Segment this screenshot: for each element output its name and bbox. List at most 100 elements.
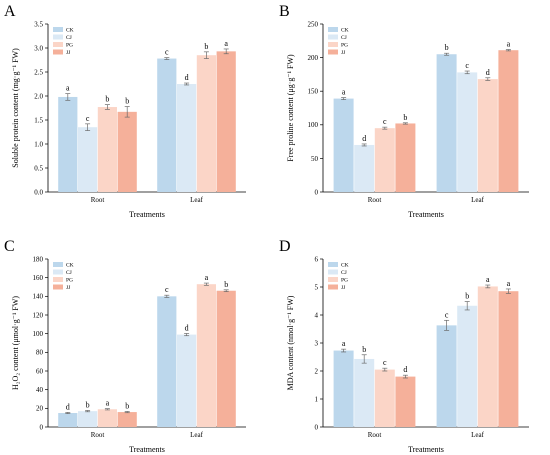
- legend-label: CK: [341, 263, 349, 269]
- bar-pg-root: [374, 369, 395, 427]
- significance-letter: b: [465, 292, 469, 301]
- legend-swatch: [328, 269, 338, 275]
- panel-a: A 0.0 0.5 1.0 1.5 2.0 2.5 3.0 3.5 Soluble protein…: [4, 3, 246, 219]
- significance-letter: c: [465, 61, 469, 70]
- y-axis-title: Free proline content (μg·g⁻¹ FW): [286, 54, 295, 162]
- bar-jj-leaf: [498, 50, 519, 192]
- x-tick-label: Root: [368, 431, 382, 439]
- legend-swatch: [53, 27, 63, 32]
- panel-b: B 0 50 100 150 200 250 Free proline content (μg…: [279, 3, 529, 219]
- bar-pg-root: [374, 128, 395, 192]
- x-axis-title: Treatments: [129, 210, 165, 219]
- significance-letter: d: [185, 323, 189, 332]
- significance-letter: b: [204, 42, 208, 51]
- panel-letter: D: [279, 238, 291, 255]
- x-axis-title: Treatments: [408, 445, 444, 454]
- significance-letter: c: [383, 358, 387, 367]
- legend-label: JJ: [341, 285, 346, 291]
- legend-swatch: [53, 269, 63, 275]
- x-axis-title: Treatments: [408, 210, 444, 219]
- y-tick-label: 1.0: [34, 140, 43, 148]
- significance-letter: d: [486, 68, 490, 77]
- bar-ck-root: [58, 413, 78, 427]
- legend-label: PG: [341, 278, 348, 284]
- bar-ck-root: [333, 350, 354, 427]
- y-tick-label: 4: [315, 311, 319, 319]
- y-tick-label: 2.5: [34, 68, 43, 76]
- y-tick-label: 3.0: [34, 44, 43, 52]
- bar-ck-root: [333, 98, 354, 192]
- significance-letter: b: [125, 97, 129, 106]
- legend-label: JJ: [66, 50, 71, 56]
- bar-ck-leaf: [157, 58, 177, 193]
- legend-label: PG: [341, 43, 348, 49]
- legend-label: JJ: [341, 50, 346, 56]
- y-tick-label: 0.5: [34, 164, 43, 172]
- significance-letter: b: [105, 95, 109, 104]
- significance-letter: b: [224, 280, 228, 289]
- significance-letter: d: [362, 134, 366, 143]
- legend-swatch: [53, 49, 63, 55]
- y-tick-label: 1: [315, 395, 319, 403]
- y-tick-label: 2.0: [34, 92, 43, 100]
- legend-swatch: [328, 42, 338, 47]
- y-tick-label: 1.5: [34, 116, 43, 124]
- y-tick-label: 120: [33, 311, 44, 319]
- legend-label: CJ: [341, 35, 348, 41]
- y-tick-label: 2: [315, 367, 319, 375]
- significance-letter: c: [165, 285, 169, 294]
- y-tick-label: 0: [315, 423, 319, 431]
- legend-label: JJ: [66, 285, 71, 291]
- y-tick-label: 5: [315, 283, 319, 291]
- legend-swatch: [328, 27, 338, 32]
- legend-swatch: [53, 42, 63, 47]
- bar-jj-root: [117, 111, 137, 192]
- legend-swatch: [328, 277, 338, 282]
- legend-swatch: [328, 262, 338, 267]
- x-tick-label: Root: [368, 196, 382, 204]
- significance-letter: c: [86, 114, 90, 123]
- significance-letter: d: [185, 73, 189, 82]
- bar-pg-root: [97, 409, 117, 427]
- legend-label: CJ: [66, 35, 73, 41]
- legend-label: CK: [66, 263, 74, 269]
- y-tick-label: 250: [308, 20, 319, 28]
- significance-letter: c: [445, 310, 449, 319]
- bar-ck-leaf: [157, 296, 177, 427]
- bar-ck-root: [58, 96, 78, 192]
- panel-letter: C: [4, 238, 15, 255]
- bar-cj-root: [78, 411, 98, 427]
- y-tick-label: 0.0: [34, 188, 43, 196]
- legend-label: CJ: [66, 270, 73, 276]
- significance-letter: b: [362, 345, 366, 354]
- legend-label: CJ: [341, 270, 348, 276]
- y-tick-label: 6: [315, 255, 319, 263]
- bar-jj-leaf: [498, 291, 519, 427]
- significance-letter: a: [66, 84, 70, 93]
- bar-pg-leaf: [196, 284, 216, 427]
- significance-letter: b: [403, 113, 407, 122]
- y-tick-label: 160: [33, 274, 44, 282]
- legend-label: PG: [66, 278, 73, 284]
- bar-jj-leaf: [216, 51, 236, 192]
- bar-cj-leaf: [457, 72, 478, 192]
- significance-letter: b: [125, 401, 129, 410]
- bar-jj-root: [117, 412, 137, 427]
- significance-letter: a: [342, 339, 346, 348]
- panel-d: D 0 1 2 3 4 5 6 MDA content (nmol·g⁻¹ FW) a b c d Roo…: [279, 238, 529, 454]
- y-tick-label: 150: [308, 88, 319, 96]
- bar-cj-leaf: [177, 84, 197, 192]
- x-tick-label: Leaf: [190, 196, 203, 204]
- legend-swatch: [328, 284, 338, 290]
- legend-swatch: [53, 262, 63, 267]
- significance-letter: a: [205, 273, 209, 282]
- y-tick-label: 60: [36, 367, 44, 375]
- x-tick-label: Root: [91, 196, 105, 204]
- y-axis-title: Soluble protein content (mg·g⁻¹ FW): [11, 48, 20, 168]
- legend-label: CK: [341, 28, 349, 34]
- bar-ck-leaf: [436, 325, 457, 427]
- bar-jj-leaf: [216, 290, 236, 427]
- panel-letter: A: [4, 3, 16, 20]
- legend-swatch: [53, 284, 63, 290]
